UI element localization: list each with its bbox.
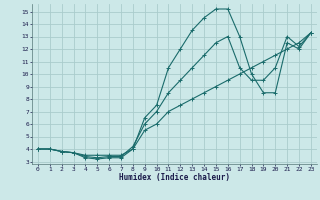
X-axis label: Humidex (Indice chaleur): Humidex (Indice chaleur) xyxy=(119,173,230,182)
